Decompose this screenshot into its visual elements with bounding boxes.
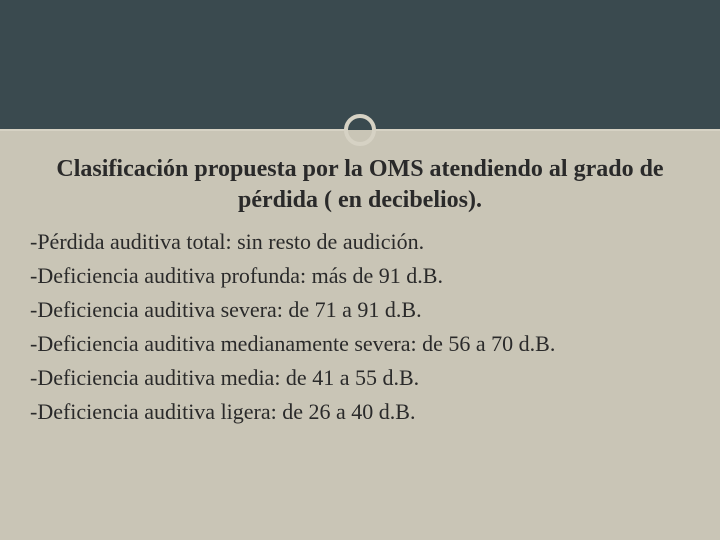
circle-icon [344,114,376,146]
list-item: -Deficiencia auditiva medianamente sever… [30,328,690,360]
header-band [0,0,720,130]
list-item: -Deficiencia auditiva profunda: más de 9… [30,260,690,292]
slide-heading: Clasificación propuesta por la OMS atend… [30,154,690,216]
slide: Clasificación propuesta por la OMS atend… [0,0,720,540]
list-item: -Deficiencia auditiva severa: de 71 a 91… [30,294,690,326]
content-area: Clasificación propuesta por la OMS atend… [0,130,720,450]
list-item: -Deficiencia auditiva ligera: de 26 a 40… [30,396,690,428]
list-item: -Deficiencia auditiva media: de 41 a 55 … [30,362,690,394]
list-item: -Pérdida auditiva total: sin resto de au… [30,226,690,258]
